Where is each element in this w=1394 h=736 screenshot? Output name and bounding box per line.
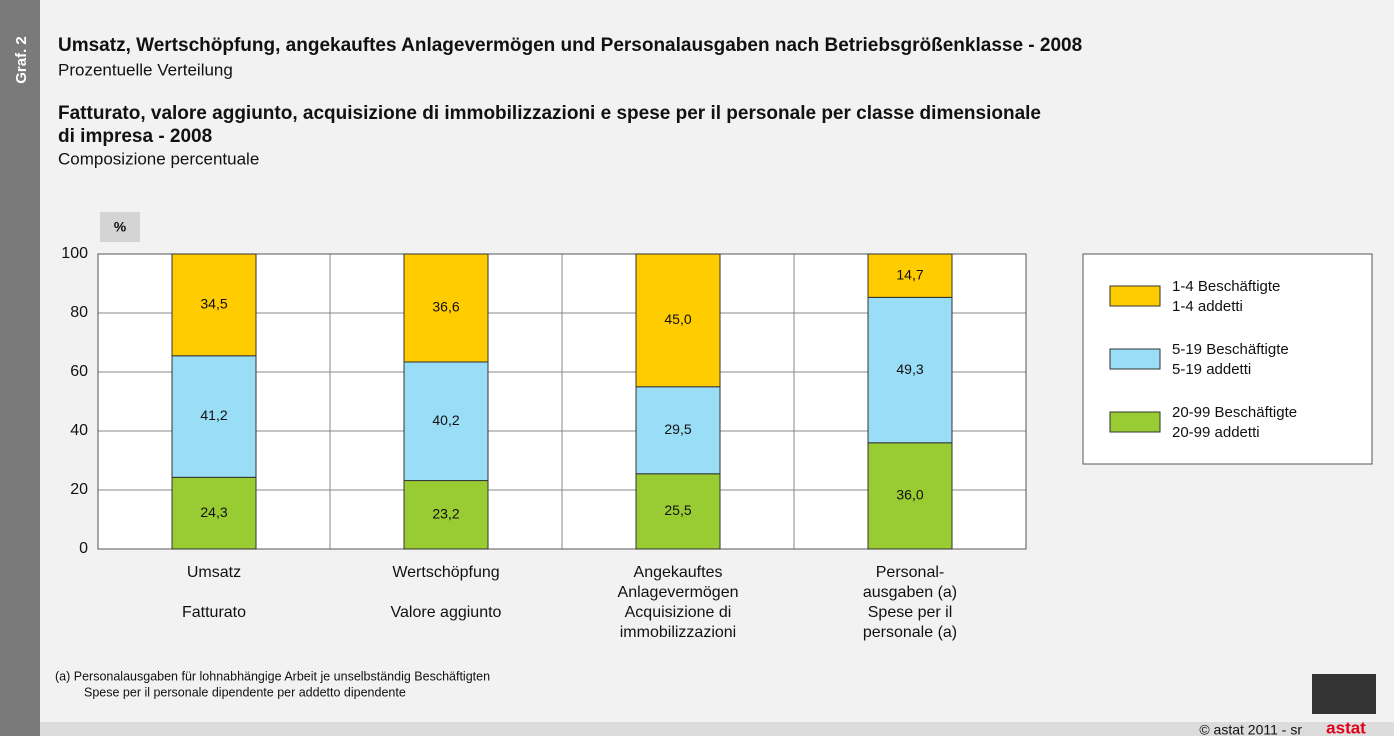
bar-segment <box>635 473 721 550</box>
side-label: Graf. 2 <box>13 36 30 84</box>
y-tick-label: 80 <box>70 304 88 321</box>
bar-segment <box>403 361 489 482</box>
x-tick-label: Acquisizione di <box>625 604 732 621</box>
x-tick-label: Fatturato <box>182 604 246 621</box>
value-label: 41,2 <box>200 407 227 423</box>
legend-label: 1-4 addetti <box>1172 298 1243 315</box>
footnote: (a) Personalausgaben für lohnabhängige A… <box>55 669 490 683</box>
bar-segment <box>403 253 489 363</box>
x-tick-label: Wertschöpfung <box>392 564 499 581</box>
bar-segment <box>171 253 257 357</box>
bar-segment <box>171 355 257 478</box>
value-label: 24,3 <box>200 504 227 520</box>
x-tick-label: Personal- <box>876 564 944 581</box>
y-label: % <box>114 219 127 235</box>
x-tick-label: Angekauftes <box>634 564 723 581</box>
value-label: 23,2 <box>432 505 459 521</box>
bar-segment <box>867 253 953 298</box>
side-strip <box>0 0 40 736</box>
copyright: © astat 2011 - sr <box>1199 722 1302 736</box>
legend-swatch <box>1109 411 1161 433</box>
legend-label: 5-19 Beschäftigte <box>1172 341 1289 358</box>
title-it: Fatturato, valore aggiunto, acquisizione… <box>58 103 1041 124</box>
y-tick-label: 100 <box>61 245 88 262</box>
value-label: 36,0 <box>896 487 923 503</box>
title: Umsatz, Wertschöpfung, angekauftes Anlag… <box>58 35 1082 56</box>
x-tick-label: Anlagevermögen <box>618 584 739 601</box>
x-tick-label: Spese per il <box>868 604 953 621</box>
value-label: 29,5 <box>664 421 691 437</box>
bar-segment <box>403 480 489 550</box>
value-label: 25,5 <box>664 502 691 518</box>
legend-label: 20-99 addetti <box>1172 424 1260 441</box>
x-tick-label: Valore aggiunto <box>391 604 502 621</box>
y-tick-label: 60 <box>70 363 88 380</box>
x-tick-label: Umsatz <box>187 564 241 581</box>
y-tick-label: 40 <box>70 422 88 439</box>
value-label: 14,7 <box>896 266 923 282</box>
subtitle-it: Composizione percentuale <box>58 149 259 168</box>
value-label: 40,2 <box>432 412 459 428</box>
footnote: Spese per il personale dipendente per ad… <box>84 685 406 699</box>
bar-segment <box>867 442 953 550</box>
subtitle: Prozentuelle Verteilung <box>58 60 233 79</box>
bar-segment <box>635 253 721 388</box>
value-label: 34,5 <box>200 296 227 312</box>
value-label: 49,3 <box>896 361 923 377</box>
x-tick-label: personale (a) <box>863 624 957 641</box>
logo-map <box>1312 674 1376 714</box>
legend-swatch <box>1109 285 1161 307</box>
plot-frame <box>97 253 1027 550</box>
x-tick-label: ausgaben (a) <box>863 584 957 601</box>
footer-strip <box>40 722 1394 736</box>
x-tick-label: immobilizzazioni <box>620 624 736 641</box>
legend-swatch <box>1109 348 1161 370</box>
legend-label: 1-4 Beschäftigte <box>1172 278 1280 295</box>
legend-label: 20-99 Beschäftigte <box>1172 404 1297 421</box>
y-label-box <box>100 212 140 242</box>
logo: astat <box>1326 718 1366 736</box>
bar-segment <box>635 386 721 475</box>
y-tick-label: 0 <box>79 540 88 557</box>
value-label: 36,6 <box>432 299 459 315</box>
bar-segment <box>867 296 953 444</box>
title-it: di impresa - 2008 <box>58 126 212 147</box>
y-tick-label: 20 <box>70 481 88 498</box>
legend-label: 5-19 addetti <box>1172 361 1251 378</box>
value-label: 45,0 <box>664 311 691 327</box>
bar-segment <box>171 476 257 550</box>
